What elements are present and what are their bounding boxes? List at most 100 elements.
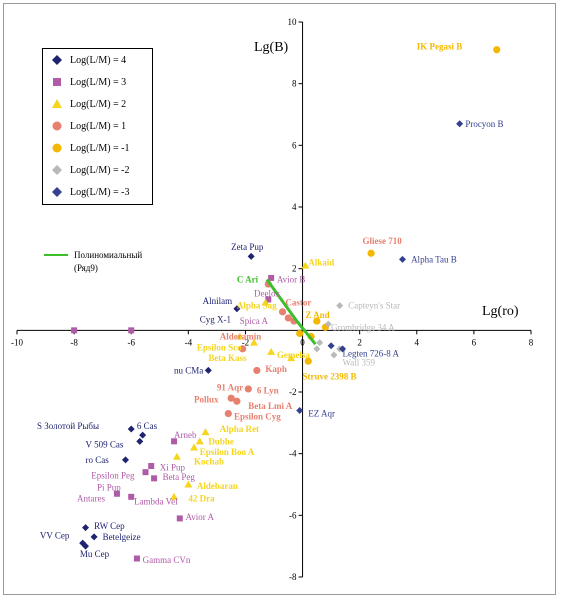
star-label: Alpha Sag: [237, 301, 277, 311]
x-tick-label: -10: [11, 337, 23, 347]
x-tick-label: 0: [300, 337, 305, 347]
star-label: VV Cep: [40, 530, 70, 540]
triangle-marker-icon: [49, 99, 65, 109]
data-point: [278, 308, 287, 316]
data-point: [184, 480, 193, 488]
data-point: [261, 298, 270, 306]
star-label: Alkaid: [308, 258, 334, 268]
star-label: Beta Lmi A: [248, 401, 292, 411]
square-marker-icon: [49, 77, 65, 87]
star-label: Procyon B: [465, 119, 503, 129]
data-point: [284, 314, 292, 322]
data-point: [148, 463, 155, 469]
star-label: Alpha Tau B: [411, 254, 457, 264]
star-label: Beta Peg: [163, 472, 196, 482]
star-label: EZ Aqr: [308, 409, 335, 419]
x-tick-label: -4: [185, 337, 193, 347]
star-label: Alnilam: [203, 296, 233, 306]
data-point: [250, 338, 259, 346]
data-point: [170, 492, 179, 500]
star-label: 6 Cas: [137, 421, 158, 431]
y-tick-label: 2: [292, 264, 297, 274]
legend-label: Log(L/M) = 2: [70, 98, 127, 110]
y-tick-label: -8: [289, 572, 297, 582]
data-point: [133, 555, 140, 562]
star-label: ro Cas: [86, 455, 110, 465]
data-point: [268, 274, 275, 281]
star-label: C Ari: [237, 274, 259, 284]
data-point: [142, 469, 149, 476]
data-point: [287, 354, 296, 362]
data-point: [399, 255, 406, 263]
data-point: [128, 327, 135, 334]
star-label: Gamma CVn: [143, 555, 191, 565]
data-point: [190, 443, 199, 451]
data-point: [136, 437, 144, 445]
data-point: [324, 320, 332, 328]
star-label: Xi Pup: [160, 463, 186, 473]
star-label: Dubhe: [208, 436, 234, 446]
legend-label: Log(L/M) = -3: [70, 186, 130, 198]
data-point: [233, 397, 241, 405]
diamond-marker-icon: [49, 187, 65, 197]
data-point: [301, 261, 310, 269]
legend-item-lm-neg1: Log(L/M) = -1: [49, 141, 130, 155]
legend-label: Log(L/M) = 4: [70, 54, 127, 66]
data-point: [313, 317, 321, 325]
chart-frame: -10 -8 -6 -4 -2 0 2 4 6 8 -8 -6 -4 -2 2 4 6 8 10 IK Pegasi …: [3, 3, 556, 595]
star-label: 42 Dra: [188, 493, 215, 503]
y-tick-label: -2: [289, 387, 297, 397]
data-point: [313, 345, 321, 353]
data-point: [122, 456, 130, 464]
data-point: [493, 46, 501, 54]
data-point: [296, 329, 304, 338]
star-label: Zeta Pup: [231, 242, 264, 252]
star-label: Castor: [285, 298, 311, 308]
y-tick-label: 8: [292, 79, 297, 89]
data-point: [201, 428, 210, 436]
legend-label: Log(L/M) = 3: [70, 76, 127, 88]
data-point: [336, 302, 344, 310]
data-point: [195, 437, 204, 445]
data-point: [327, 342, 335, 350]
data-point: [90, 533, 98, 541]
data-point: [367, 249, 375, 257]
star-label: RW Cep: [94, 521, 125, 531]
y-tick-label: 10: [288, 17, 298, 27]
star-label: Pollux: [194, 395, 219, 405]
star-label: Alpha Ret: [220, 424, 259, 434]
legend-item-lm4: Log(L/M) = 4: [49, 53, 126, 67]
x-tick-label: -8: [70, 337, 78, 347]
legend-item-lm3: Log(L/M) = 3: [49, 75, 126, 89]
star-label: Grombridge 34 A: [331, 322, 395, 332]
star-label: Avior A: [185, 512, 214, 522]
star-label: Epsilon Peg: [91, 470, 135, 480]
star-label: Lambda Vel: [134, 496, 178, 506]
legend-item-lm1: Log(L/M) = 1: [49, 119, 126, 133]
data-point: [224, 409, 232, 418]
legend: Log(L/M) = 4 Log(L/M) = 3 Log(L/M) = 2 L…: [42, 48, 153, 205]
circle-marker-icon: [49, 121, 65, 131]
star-label: nu CMa: [174, 365, 203, 375]
star-label: Struve 2398 B: [303, 372, 357, 382]
data-point: [172, 452, 181, 460]
legend-item-trendline: Полиномиальный (Ряд9): [44, 249, 143, 275]
star-label: Beta Kass: [208, 353, 247, 363]
legend-label: Log(L/M) = 1: [70, 120, 127, 132]
data-point: [267, 347, 276, 355]
star-label: S Золотой Рыбы: [37, 421, 99, 431]
trendline-swatch: [44, 254, 68, 256]
star-label: Legten 726-8 A: [343, 348, 400, 358]
data-point: [253, 366, 261, 375]
data-point: [316, 339, 324, 347]
y-tick-label: 6: [292, 140, 297, 150]
star-label: Pi Pup: [97, 483, 121, 493]
data-point: [176, 515, 183, 522]
legend-label: Полиномиальный (Ряд9): [74, 250, 143, 273]
star-label: Epsilon Sco: [197, 342, 242, 352]
data-point: [227, 394, 235, 402]
star-label: Cyg X-1: [200, 315, 231, 325]
diamond-marker-icon: [49, 55, 65, 65]
legend-item-lm-neg2: Log(L/M) = -2: [49, 163, 130, 177]
data-point: [151, 475, 158, 482]
